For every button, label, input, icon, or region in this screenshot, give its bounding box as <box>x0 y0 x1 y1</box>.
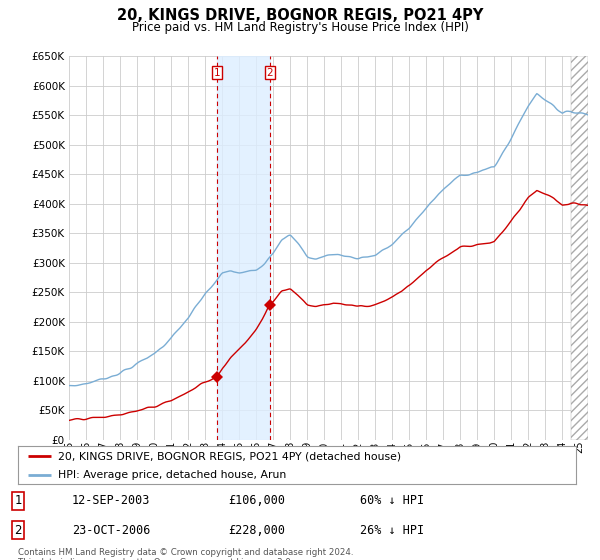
Text: 1: 1 <box>14 494 22 507</box>
Text: 60% ↓ HPI: 60% ↓ HPI <box>360 494 424 507</box>
Text: 1: 1 <box>214 68 221 77</box>
Text: 26% ↓ HPI: 26% ↓ HPI <box>360 524 424 536</box>
Text: 20, KINGS DRIVE, BOGNOR REGIS, PO21 4PY: 20, KINGS DRIVE, BOGNOR REGIS, PO21 4PY <box>117 8 483 24</box>
Text: £106,000: £106,000 <box>228 494 285 507</box>
Text: 2: 2 <box>14 524 22 536</box>
Text: 2: 2 <box>266 68 273 77</box>
Text: Contains HM Land Registry data © Crown copyright and database right 2024.
This d: Contains HM Land Registry data © Crown c… <box>18 548 353 560</box>
Bar <box>217 56 270 440</box>
Bar <box>571 56 588 440</box>
Text: 20, KINGS DRIVE, BOGNOR REGIS, PO21 4PY (detached house): 20, KINGS DRIVE, BOGNOR REGIS, PO21 4PY … <box>58 451 401 461</box>
Bar <box>571 56 588 440</box>
Text: 23-OCT-2006: 23-OCT-2006 <box>72 524 151 536</box>
Text: 12-SEP-2003: 12-SEP-2003 <box>72 494 151 507</box>
Text: HPI: Average price, detached house, Arun: HPI: Average price, detached house, Arun <box>58 470 286 480</box>
Text: £228,000: £228,000 <box>228 524 285 536</box>
Text: Price paid vs. HM Land Registry's House Price Index (HPI): Price paid vs. HM Land Registry's House … <box>131 21 469 34</box>
